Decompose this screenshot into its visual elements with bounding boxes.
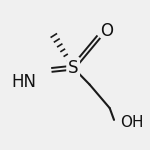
Text: HN: HN xyxy=(11,73,36,91)
Text: OH: OH xyxy=(120,115,144,130)
Text: S: S xyxy=(68,59,78,77)
Text: O: O xyxy=(100,22,113,40)
